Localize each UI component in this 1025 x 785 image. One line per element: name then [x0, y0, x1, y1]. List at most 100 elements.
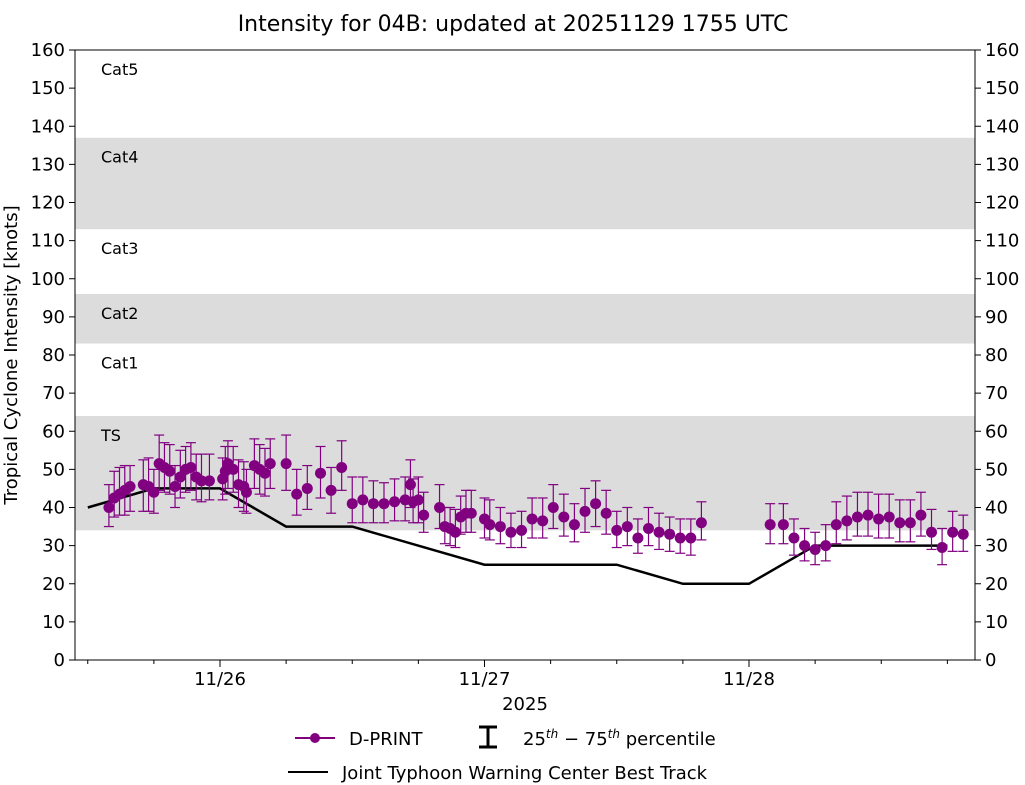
category-band-labels: TS Cat1 Cat2 Cat3 Cat4 Cat5: [100, 60, 138, 445]
legend: D-PRINT 25th − 75th percentile Joint Typ…: [288, 725, 716, 784]
dprint-point: [957, 528, 969, 540]
dprint-point: [788, 532, 800, 544]
dprint-point: [799, 540, 811, 552]
dprint-point: [674, 532, 686, 544]
dprint-point: [653, 526, 665, 538]
dprint-point: [164, 465, 176, 477]
band-cat1: [75, 343, 975, 416]
y-tick-label-right: 20: [985, 574, 1008, 595]
dprint-point: [389, 496, 401, 508]
band-cat2: [75, 294, 975, 344]
dprint-point: [494, 521, 506, 533]
dprint-point: [465, 507, 477, 519]
y-tick-label-right: 110: [985, 231, 1019, 252]
y-tick-label-right: 130: [985, 154, 1019, 175]
dprint-point: [894, 517, 906, 529]
dprint-point: [590, 498, 602, 510]
y-tick-label-right: 140: [985, 116, 1019, 137]
dprint-point: [195, 475, 207, 487]
y-tick-label-left: 80: [42, 345, 65, 366]
y-tick-label-left: 30: [42, 536, 65, 557]
dprint-point: [227, 463, 239, 475]
y-tick-label-right: 100: [985, 269, 1019, 290]
dprint-point: [841, 515, 853, 527]
band-label-ts: TS: [100, 426, 121, 445]
legend-jtwc-label: Joint Typhoon Warning Center Best Track: [341, 763, 708, 784]
dprint-point: [883, 511, 895, 523]
dprint-point: [169, 481, 181, 493]
band-label-cat3: Cat3: [101, 239, 138, 258]
x-tick-label: 11/28: [723, 669, 775, 690]
dprint-point: [325, 484, 337, 496]
y-tick-label-left: 120: [31, 193, 65, 214]
dprint-point: [568, 519, 580, 531]
dprint-point: [862, 509, 874, 521]
dprint-point: [873, 513, 885, 525]
y-tick-label-left: 160: [31, 40, 65, 61]
y-tick-label-right: 40: [985, 498, 1008, 519]
dprint-point: [185, 461, 197, 473]
dprint-point: [124, 481, 136, 493]
y-tick-label-right: 30: [985, 536, 1008, 557]
y-tick-label-right: 50: [985, 459, 1008, 480]
best-track-polyline: [87, 487, 948, 586]
x-axis-ticks: 11/26 11/27 11/28: [87, 660, 948, 690]
band-cat5: [75, 50, 975, 138]
legend-percentile-label: 25th − 75th percentile: [523, 727, 716, 750]
legend-dprint-label: D-PRINT: [349, 729, 423, 750]
y-axis-right-ticks: 0 10 20 30 40 50 60 70 80 90 100 110 120 130 140 150 160: [975, 40, 1019, 671]
band-label-cat5: Cat5: [101, 60, 138, 79]
y-tick-label-left: 20: [42, 574, 65, 595]
y-tick-label-left: 50: [42, 459, 65, 480]
dprint-point: [611, 524, 623, 536]
dprint-point: [259, 467, 271, 479]
y-tick-label-right: 60: [985, 421, 1008, 442]
band-cat3: [75, 229, 975, 294]
dprint-point: [291, 488, 303, 500]
best-track-line: [87, 487, 948, 586]
dprint-point: [904, 517, 916, 529]
y-tick-label-left: 100: [31, 269, 65, 290]
dprint-point: [357, 494, 369, 506]
dprint-point: [764, 519, 776, 531]
dprint-point: [412, 494, 424, 506]
y-tick-label-right: 80: [985, 345, 1008, 366]
dprint-point: [301, 482, 313, 494]
y-tick-label-left: 110: [31, 231, 65, 252]
dprint-point: [378, 498, 390, 510]
dprint-point: [449, 526, 461, 538]
y-tick-label-left: 90: [42, 307, 65, 328]
dprint-point: [777, 519, 789, 531]
y-tick-label-right: 160: [985, 40, 1019, 61]
dprint-point: [280, 458, 292, 470]
dprint-point: [418, 509, 430, 521]
band-cat4: [75, 137, 975, 230]
dprint-point: [947, 526, 959, 538]
y-axis-label: Tropical Cyclone Intensity [knots]: [1, 205, 22, 505]
dprint-point: [516, 524, 528, 536]
y-tick-label-left: 150: [31, 78, 65, 99]
dprint-point: [505, 526, 517, 538]
y-tick-label-left: 140: [31, 116, 65, 137]
dprint-point: [600, 507, 612, 519]
dprint-point: [434, 502, 446, 513]
dprint-point: [336, 461, 348, 473]
y-tick-label-left: 10: [42, 612, 65, 633]
dprint-point: [264, 458, 276, 470]
chart-title: Intensity for 04B: updated at 20251129 1…: [238, 12, 789, 37]
x-tick-label: 11/26: [194, 669, 246, 690]
dprint-point: [621, 521, 633, 533]
dprint-point: [346, 498, 358, 510]
dprint-point: [820, 540, 832, 552]
y-axis-left-ticks: 0 10 20 30 40 50 60 70 80 90 100 110 120 130 140 150 160: [31, 40, 75, 671]
y-tick-label-left: 60: [42, 421, 65, 442]
dprint-point: [315, 467, 327, 479]
legend-dprint-marker: [310, 733, 320, 743]
category-bands: [75, 50, 975, 531]
y-tick-label-left: 70: [42, 383, 65, 404]
dprint-point: [240, 486, 252, 498]
dprint-point: [695, 517, 707, 529]
dprint-point: [526, 513, 538, 525]
dprint-point: [148, 486, 160, 498]
